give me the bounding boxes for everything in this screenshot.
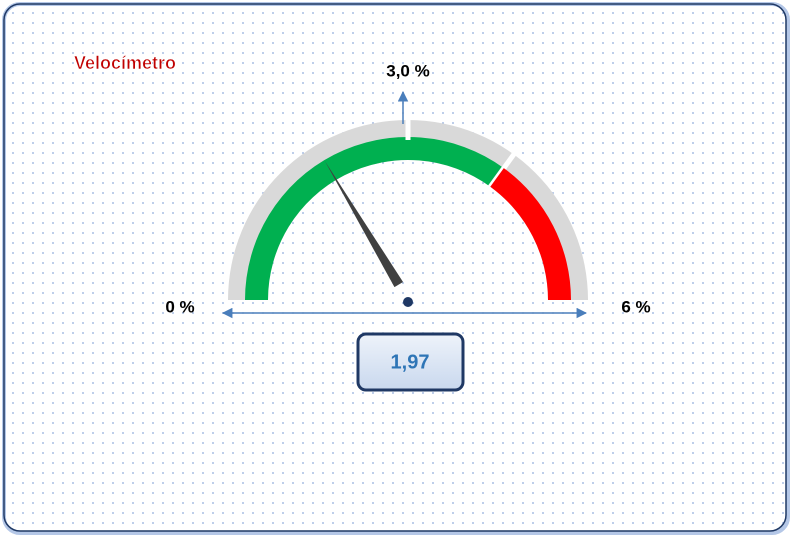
value-box	[356, 332, 465, 392]
gauge-needle	[324, 160, 404, 288]
chart-title: Velocímetro	[74, 53, 176, 73]
tick-label: 0 %	[165, 297, 194, 316]
value-label: 1,97	[391, 351, 430, 373]
needle-hub	[403, 297, 413, 307]
gauge-band	[245, 137, 504, 300]
gauge-band	[490, 168, 571, 300]
panel	[3, 3, 787, 532]
tick-label: 3,0 %	[386, 61, 429, 80]
tick-label: 6 %	[621, 297, 650, 316]
